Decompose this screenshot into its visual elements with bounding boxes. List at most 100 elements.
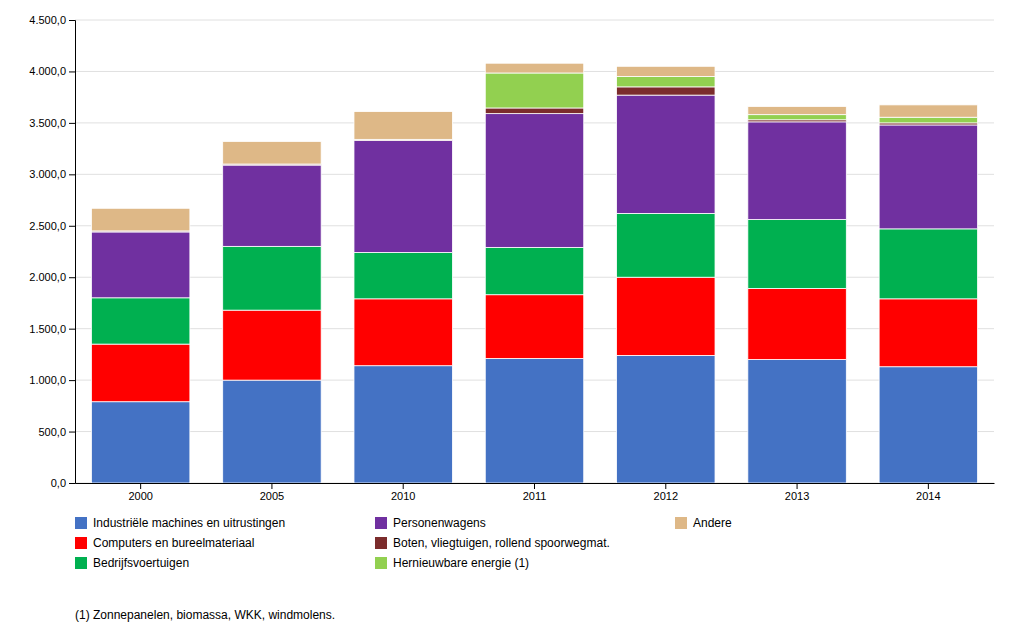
tick-mark [665, 483, 666, 489]
x-axis: 2000 2005 2010 2011 2012 2013 2014 [76, 483, 995, 502]
tick-label: 2.000,0 [29, 271, 66, 283]
series [91, 63, 977, 231]
tick: 2012 [654, 483, 678, 502]
bar-segment [748, 220, 846, 289]
grid-line [75, 20, 994, 21]
tick-mark [69, 226, 75, 227]
legend-swatch [375, 537, 387, 549]
tick-label: 3.000,0 [29, 168, 66, 180]
tick-mark [69, 329, 75, 330]
tick-mark [271, 483, 272, 489]
bar-segment [879, 367, 977, 483]
tick-mark [69, 432, 75, 433]
tick: 1.000,0 [29, 374, 75, 386]
legend-label: Andere [693, 516, 732, 530]
bar-segment [748, 289, 846, 360]
tick-label: 500,0 [38, 426, 66, 438]
grid [75, 20, 994, 483]
bar-segment [354, 112, 452, 140]
legend-swatch [75, 557, 87, 569]
bar-segment [617, 95, 715, 213]
legend-label: Hernieuwbare energie (1) [393, 556, 529, 570]
bar-segment [748, 115, 846, 120]
bar-segment [354, 366, 452, 483]
footnote: (1) Zonnepanelen, biomassa, WKK, windmol… [75, 608, 335, 622]
tick: 3.000,0 [29, 168, 75, 180]
tick-mark [928, 483, 929, 489]
bar-segment [91, 208, 189, 231]
tick-mark [69, 123, 75, 124]
y-axis: 0,0 500,0 1.000,0 1.500,0 2.000,0 2.500,0 3.00… [29, 14, 75, 489]
tick: 2014 [916, 483, 940, 502]
legend-item: Boten, vliegtuigen, rollend spoorwegmat. [375, 536, 610, 550]
bar-segment [485, 247, 583, 294]
bar-segment [223, 310, 321, 380]
legend-label: Personenwagens [393, 516, 486, 530]
bar-segment [485, 295, 583, 359]
bar-segment [223, 380, 321, 483]
bar-segment [617, 77, 715, 87]
tick-label: 1.500,0 [29, 323, 66, 335]
tick-label: 2011 [523, 490, 547, 502]
bar-segment [879, 125, 977, 229]
bar-segment [748, 106, 846, 114]
legend-item: Hernieuwbare energie (1) [375, 556, 529, 570]
bar-segment [91, 402, 189, 483]
bar-segment [91, 232, 189, 298]
tick-mark [797, 483, 798, 489]
bar-segment [748, 122, 846, 220]
bar-segment [91, 344, 189, 402]
legend-label: Bedrijfsvoertuigen [93, 556, 189, 570]
bar-segment [91, 298, 189, 344]
chart: 0,0 500,0 1.000,0 1.500,0 2.000,0 2.500,0 3.00… [0, 0, 1024, 633]
legend-swatch [375, 557, 387, 569]
legend-swatch [75, 517, 87, 529]
tick-label: 2012 [654, 490, 678, 502]
legend-item: Andere [675, 516, 732, 530]
legend: Industriële machines en uitrustingenComp… [75, 516, 732, 570]
tick-label: 1.000,0 [29, 374, 66, 386]
legend-item: Industriële machines en uitrustingen [75, 516, 285, 530]
plot-area: 0,0 500,0 1.000,0 1.500,0 2.000,0 2.500,0 3.00… [29, 14, 994, 502]
bar-segment [354, 253, 452, 299]
bar-segment [617, 355, 715, 483]
tick-label: 2010 [391, 490, 415, 502]
legend-label: Industriële machines en uitrustingen [93, 516, 285, 530]
tick: 0,0 [51, 477, 75, 489]
tick-mark [69, 174, 75, 175]
bar-segment [485, 63, 583, 73]
tick: 2.000,0 [29, 271, 75, 283]
tick-label: 2005 [260, 490, 284, 502]
tick-mark [534, 483, 535, 489]
legend-item: Personenwagens [375, 516, 486, 530]
tick-mark [140, 483, 141, 489]
bar-segment [617, 66, 715, 76]
tick: 4.000,0 [29, 65, 75, 77]
series [91, 87, 977, 232]
axis-line [69, 21, 76, 484]
bar-segment [485, 359, 583, 483]
bars [91, 63, 977, 483]
bar-segment [879, 229, 977, 299]
tick-label: 2000 [128, 490, 152, 502]
bar-segment [617, 277, 715, 355]
tick-mark [69, 71, 75, 72]
legend-swatch [75, 537, 87, 549]
tick: 2005 [260, 483, 284, 502]
tick: 4.500,0 [29, 14, 75, 26]
tick-label: 2013 [785, 490, 809, 502]
bar-segment [354, 299, 452, 366]
bar-segment [223, 165, 321, 246]
tick-label: 2.500,0 [29, 220, 66, 232]
bar-segment [485, 108, 583, 114]
tick: 1.500,0 [29, 323, 75, 335]
bar-segment [617, 87, 715, 95]
bar-segment [879, 299, 977, 367]
tick: 2013 [785, 483, 809, 502]
bar-segment [223, 246, 321, 310]
bar-segment [223, 141, 321, 164]
tick-label: 4.000,0 [29, 65, 66, 77]
bar-segment [485, 73, 583, 108]
series [91, 95, 977, 298]
tick: 3.500,0 [29, 117, 75, 129]
